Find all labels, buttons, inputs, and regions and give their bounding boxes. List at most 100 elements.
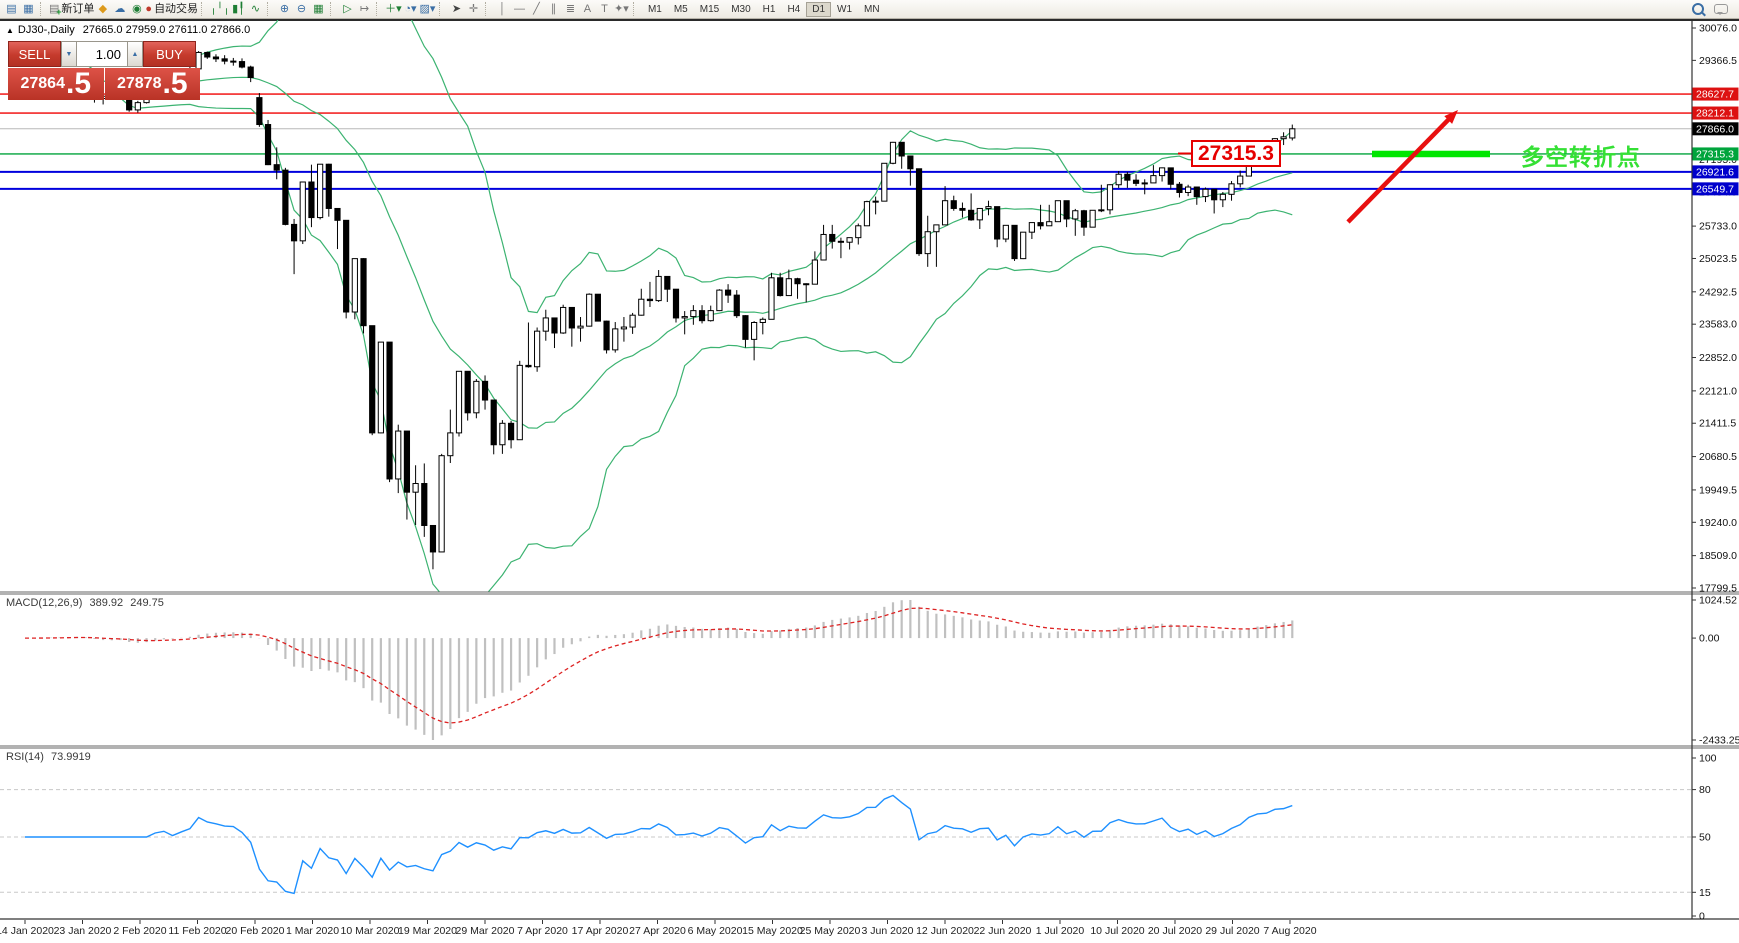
- buy-button[interactable]: BUY: [143, 41, 196, 67]
- cursor-icon[interactable]: ➤: [451, 3, 462, 15]
- equidistant-channel-icon[interactable]: ∥: [550, 3, 557, 15]
- svg-text:20 Feb 2020: 20 Feb 2020: [226, 925, 285, 937]
- timeframe-mn[interactable]: MN: [864, 3, 880, 15]
- svg-text:15 May 2020: 15 May 2020: [742, 925, 803, 937]
- price-axis[interactable]: 30076.029366.527195.026484.025733.025023…: [1692, 23, 1739, 923]
- toolbar: ▤ ▦ ▤ + 新订单 ◆ ☁ ◉ ● 自动交易 ╷╵╷ ▮╿ ∿ ⊕ ⊖ ▦ ▷…: [0, 0, 1739, 19]
- line-chart-icon[interactable]: ∿: [250, 3, 261, 15]
- timeframe-m30[interactable]: M30: [731, 3, 751, 15]
- svg-text:21411.5: 21411.5: [1699, 418, 1736, 430]
- timeframe-w1[interactable]: W1: [837, 3, 853, 15]
- rsi-label: RSI(14) 73.9919: [6, 751, 95, 763]
- candles: [21, 51, 1296, 570]
- new-order-button[interactable]: ▤ + 新订单: [49, 3, 95, 17]
- separator: [438, 2, 444, 16]
- auto-trading-icon: ●: [145, 3, 153, 15]
- sell-price-main: 27864: [20, 75, 65, 92]
- collapse-icon[interactable]: ▲: [6, 26, 14, 35]
- svg-text:17 Apr 2020: 17 Apr 2020: [572, 925, 629, 937]
- text-icon[interactable]: A: [583, 3, 592, 15]
- date-axis[interactable]: 14 Jan 2020 23 Jan 2020 2 Feb 2020 11 Feb 2…: [0, 920, 1317, 937]
- svg-text:1 Mar 2020: 1 Mar 2020: [286, 925, 339, 937]
- svg-text:7 Apr 2020: 7 Apr 2020: [517, 925, 568, 937]
- svg-text:11 Feb 2020: 11 Feb 2020: [168, 925, 226, 937]
- svg-text:30076.0: 30076.0: [1699, 23, 1737, 35]
- text-label-icon[interactable]: T: [601, 3, 608, 15]
- crosshair-icon[interactable]: ✛: [468, 3, 479, 15]
- timeframe-d1[interactable]: D1: [806, 1, 832, 17]
- price-label-26549.7: [1692, 182, 1739, 196]
- arrows-icon[interactable]: ✦▾: [614, 3, 629, 15]
- indicators-icon[interactable]: ＋▾: [385, 3, 402, 15]
- timeframe-m5[interactable]: M5: [673, 3, 688, 15]
- tile-windows-icon[interactable]: ▦: [313, 3, 324, 15]
- separator: [266, 2, 272, 16]
- vertical-line-icon[interactable]: │: [499, 3, 506, 15]
- timeframe-m15[interactable]: M15: [699, 3, 720, 15]
- macd-signal-value: 249.75: [130, 597, 164, 609]
- price-callout[interactable]: 27315.3: [1191, 140, 1281, 167]
- market-watch-icon[interactable]: ▦: [23, 3, 34, 15]
- buy-price-main: 27878: [116, 75, 162, 92]
- auto-scroll-icon[interactable]: ↦: [359, 3, 370, 15]
- sell-price[interactable]: 27864 .5: [8, 68, 104, 100]
- svg-text:29 Jul 2020: 29 Jul 2020: [1205, 925, 1259, 937]
- periods-icon[interactable]: ◔▾: [404, 3, 417, 15]
- signals-icon[interactable]: ◉: [132, 3, 142, 15]
- templates-icon[interactable]: ▨▾: [419, 3, 436, 15]
- community-icon[interactable]: ☁: [114, 3, 126, 15]
- bar-chart-icon[interactable]: ╷╵╷: [210, 3, 230, 15]
- chat-icon[interactable]: [1714, 4, 1728, 15]
- volume-input[interactable]: 1.00: [77, 41, 127, 67]
- turning-point-note[interactable]: 多空转折点: [1521, 144, 1641, 170]
- svg-text:28212.1: 28212.1: [1696, 108, 1734, 120]
- price-label-27866.0: [1692, 122, 1739, 136]
- rsi-name: RSI(14): [6, 751, 44, 763]
- svg-text:12 Jun 2020: 12 Jun 2020: [916, 925, 974, 937]
- chart-title: ▲ DJ30-,Daily 27665.0 27959.0 27611.0 2786…: [6, 24, 250, 36]
- volume-down-button[interactable]: ▼: [61, 41, 77, 67]
- svg-text:29 Mar 2020: 29 Mar 2020: [456, 925, 515, 937]
- zoom-out-icon[interactable]: ⊖: [296, 3, 307, 15]
- price-label-28212.1: [1692, 106, 1739, 120]
- macd-main-value: 389.92: [89, 597, 124, 609]
- trendline-icon[interactable]: ╱: [533, 3, 540, 15]
- zoom-in-icon[interactable]: ⊕: [279, 3, 290, 15]
- separator: [329, 2, 335, 16]
- price-label-28627.7: [1692, 87, 1739, 101]
- sell-button[interactable]: SELL: [8, 41, 61, 67]
- metaeditor-icon[interactable]: ◆: [98, 3, 108, 15]
- trend-arrow[interactable]: [1346, 114, 1454, 224]
- svg-text:23583.0: 23583.0: [1699, 319, 1737, 331]
- timeframe-h1[interactable]: H1: [762, 3, 776, 15]
- separator: [632, 2, 638, 16]
- support-highlight-bar[interactable]: [1372, 150, 1490, 158]
- fibonacci-icon[interactable]: ≣: [565, 3, 576, 15]
- chart-shift-icon[interactable]: ▷: [343, 3, 352, 15]
- svg-text:22121.0: 22121.0: [1699, 385, 1737, 397]
- svg-text:-2433.25: -2433.25: [1699, 735, 1739, 747]
- svg-text:25 May 2020: 25 May 2020: [800, 925, 861, 937]
- price-label-27315.3: [1692, 147, 1739, 161]
- svg-text:1 Jul 2020: 1 Jul 2020: [1036, 925, 1085, 937]
- separator: [201, 2, 206, 16]
- price-label-26921.6: [1692, 165, 1739, 179]
- auto-trading-button[interactable]: ● 自动交易: [145, 3, 199, 15]
- svg-text:10 Mar 2020: 10 Mar 2020: [341, 925, 400, 937]
- svg-text:19949.5: 19949.5: [1699, 484, 1737, 496]
- chart-window-icon[interactable]: ▤: [6, 3, 17, 15]
- horizontal-line-icon[interactable]: —: [513, 3, 525, 15]
- buy-price[interactable]: 27878 .5: [104, 68, 200, 100]
- main-chart-panel: [0, 20, 1692, 592]
- macd-label: MACD(12,26,9) 389.92 249.75: [6, 597, 168, 609]
- search-icon[interactable]: [1692, 3, 1704, 15]
- timeframe-m1[interactable]: M1: [647, 3, 662, 15]
- svg-text:19240.0: 19240.0: [1699, 517, 1737, 529]
- timeframe-h4[interactable]: H4: [787, 3, 801, 15]
- svg-text:27866.0: 27866.0: [1696, 123, 1734, 135]
- volume-up-button[interactable]: ▲: [127, 41, 143, 67]
- svg-text:27 Apr 2020: 27 Apr 2020: [629, 925, 686, 937]
- candlestick-chart-icon[interactable]: ▮╿: [232, 3, 245, 15]
- separator: [484, 2, 490, 16]
